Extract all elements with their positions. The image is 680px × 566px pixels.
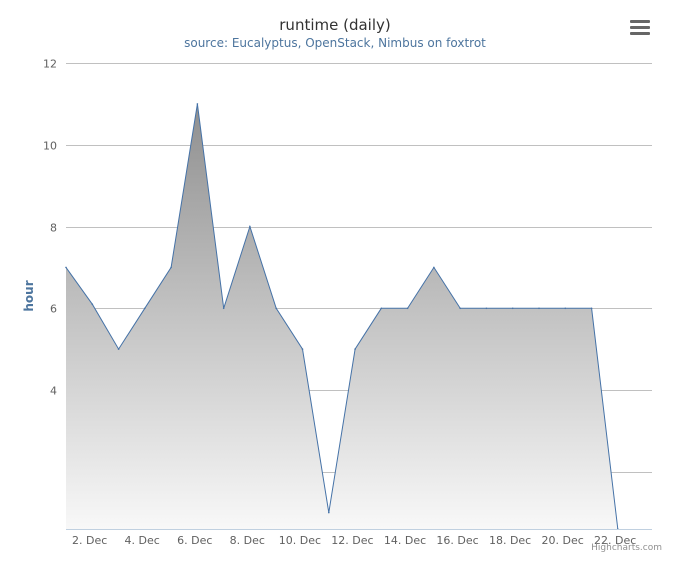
x-tick-label: 16. Dec [436, 534, 478, 547]
x-tick-label: 6. Dec [177, 534, 212, 547]
data-point [511, 307, 514, 310]
chart-title: runtime (daily) [279, 16, 391, 34]
menu-line [630, 32, 650, 35]
y-tick-label: 10 [43, 140, 57, 153]
credits-link[interactable]: Highcharts.com [591, 543, 662, 553]
data-point [117, 348, 120, 350]
menu-line [630, 26, 650, 29]
data-point [354, 348, 356, 350]
x-tick-label: 14. Dec [384, 534, 426, 547]
y-tick-label: 12 [43, 58, 57, 71]
data-point [170, 266, 172, 269]
data-point [433, 266, 435, 269]
y-tick-label: 6 [50, 303, 57, 316]
x-tick-label: 4. Dec [125, 534, 160, 547]
y-axis-title: hour [22, 280, 36, 311]
y-tick-label: 4 [50, 385, 57, 398]
hamburger-menu-icon[interactable] [628, 18, 652, 40]
y-axis: 12 10 8 6 4 [43, 58, 57, 398]
series-line [65, 103, 619, 530]
x-tick-label: 10. Dec [279, 534, 321, 547]
x-axis: 2. Dec 4. Dec 6. Dec 8. Dec 10. Dec 12. Dec 14… [66, 529, 652, 547]
series-area [65, 103, 619, 530]
data-point [301, 348, 304, 350]
x-tick-label: 18. Dec [489, 534, 531, 547]
x-tick-label: 12. Dec [331, 534, 373, 547]
menu-line [630, 20, 650, 23]
data-point [380, 307, 383, 310]
data-point [91, 303, 94, 306]
y-tick-label: 8 [50, 222, 57, 235]
data-point [590, 307, 593, 310]
data-point [564, 307, 567, 310]
data-point [275, 307, 278, 310]
x-tick-label: 2. Dec [72, 534, 107, 547]
data-point [406, 307, 409, 310]
data-point [328, 511, 330, 514]
series-area-fill [66, 103, 618, 530]
x-tick-label: 22. Dec [594, 534, 636, 547]
data-point [485, 307, 488, 310]
data-point [65, 266, 67, 269]
data-point [196, 103, 199, 105]
x-tick-label: 20. Dec [542, 534, 584, 547]
chart-subtitle: source: Eucalyptus, OpenStack, Nimbus on… [184, 36, 486, 50]
data-point [538, 307, 540, 310]
data-point [459, 307, 462, 310]
data-point [249, 225, 251, 228]
data-point [144, 307, 146, 310]
x-tick-label: 8. Dec [230, 534, 265, 547]
data-point [222, 307, 225, 310]
